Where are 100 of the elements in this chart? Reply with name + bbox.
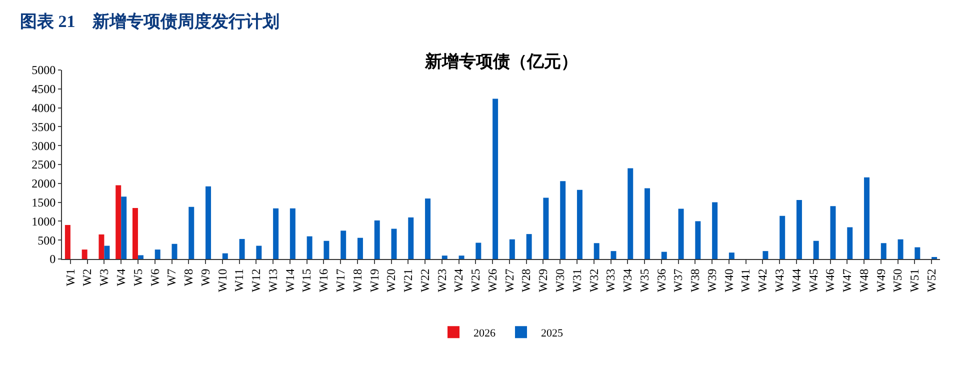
x-tick-label: W15 xyxy=(300,268,314,292)
bar xyxy=(442,256,448,259)
y-tick-label: 4500 xyxy=(32,82,56,96)
x-tick-label: W35 xyxy=(637,268,652,292)
x-tick-label: W36 xyxy=(654,268,668,292)
bar xyxy=(425,198,431,259)
bar xyxy=(239,238,245,259)
legend-label: 2025 xyxy=(541,327,564,340)
x-tick-label: W12 xyxy=(249,268,264,292)
bar xyxy=(712,202,718,259)
bar xyxy=(728,252,734,259)
x-tick-label: W50 xyxy=(890,268,905,292)
bar xyxy=(206,186,212,259)
x-tick-label: W5 xyxy=(130,268,145,286)
chart-subtitle: 新增专项债（亿元） xyxy=(424,52,578,71)
bar xyxy=(678,208,684,259)
x-tick-label: W29 xyxy=(536,268,550,292)
bar xyxy=(796,200,802,259)
bar xyxy=(458,256,464,259)
bar xyxy=(132,208,138,259)
y-tick-label: 3500 xyxy=(32,120,56,134)
bar xyxy=(188,206,194,259)
bar xyxy=(576,190,582,259)
bar xyxy=(762,251,768,259)
x-tick-label: W22 xyxy=(418,268,432,292)
bar xyxy=(82,250,88,259)
bar xyxy=(256,246,262,259)
x-tick-label: W34 xyxy=(620,268,635,292)
x-tick-label: W32 xyxy=(586,268,601,292)
bar xyxy=(898,239,904,259)
y-tick-label: 5000 xyxy=(32,63,56,78)
x-tick-label: W11 xyxy=(232,268,246,292)
x-tick-label: W39 xyxy=(704,268,719,292)
bar xyxy=(644,188,650,259)
bar xyxy=(526,234,532,259)
x-tick-label: W47 xyxy=(840,268,854,292)
x-tick-label: W40 xyxy=(722,268,736,292)
x-tick-label: W26 xyxy=(485,268,500,292)
bar xyxy=(914,247,920,259)
bar xyxy=(138,255,144,259)
bar xyxy=(509,239,515,259)
chart-title: 图表 21 新增专项债周度发行计划 xyxy=(20,12,280,31)
x-tick-label: W17 xyxy=(334,268,348,292)
bar xyxy=(880,243,886,259)
bar xyxy=(374,220,380,259)
bar xyxy=(594,243,600,259)
bar xyxy=(98,234,104,259)
x-tick-label: W25 xyxy=(468,268,483,292)
bar xyxy=(813,240,819,259)
x-tick-label: W38 xyxy=(688,268,702,292)
x-tick-label: W2 xyxy=(80,268,94,286)
bar xyxy=(64,224,70,259)
bar xyxy=(290,208,296,259)
x-tick-label: W14 xyxy=(282,268,297,292)
bar xyxy=(391,228,397,259)
y-tick-label: 1000 xyxy=(32,214,56,228)
x-tick-label: W41 xyxy=(738,268,753,292)
x-tick-label: W23 xyxy=(434,268,449,292)
x-tick-label: W33 xyxy=(604,268,618,292)
x-tick-label: W16 xyxy=(316,268,331,292)
x-tick-label: W21 xyxy=(401,268,416,292)
x-tick-label: W48 xyxy=(856,268,871,292)
y-tick-label: 500 xyxy=(38,233,56,248)
bar xyxy=(492,98,498,259)
bar xyxy=(543,198,549,259)
y-tick-label: 4000 xyxy=(32,101,56,115)
x-tick-label: W51 xyxy=(908,268,922,292)
bar xyxy=(610,251,616,259)
bar xyxy=(408,217,414,259)
x-tick-label: W18 xyxy=(350,268,364,292)
x-tick-label: W7 xyxy=(164,268,179,286)
x-tick-label: W46 xyxy=(823,268,838,292)
legend-label: 2026 xyxy=(474,327,496,340)
x-tick-label: W45 xyxy=(806,268,820,292)
x-tick-label: W4 xyxy=(114,268,128,286)
bar xyxy=(628,168,634,259)
bar xyxy=(121,196,127,259)
x-tick-label: W20 xyxy=(384,268,398,292)
x-tick-label: W10 xyxy=(215,268,230,292)
bar xyxy=(222,253,228,259)
bar xyxy=(830,206,836,259)
bar xyxy=(560,181,566,259)
bar xyxy=(695,221,701,259)
x-tick-label: W28 xyxy=(519,268,534,292)
x-tick-label: W9 xyxy=(198,268,212,286)
y-tick-label: 2000 xyxy=(32,176,56,191)
bar xyxy=(661,252,667,259)
bar xyxy=(357,238,363,259)
y-tick-label: 1500 xyxy=(32,196,56,210)
bar xyxy=(864,177,870,259)
bar xyxy=(154,250,160,259)
bar xyxy=(324,240,330,259)
x-tick-label: W31 xyxy=(570,268,584,292)
x-tick-label: W13 xyxy=(266,268,280,292)
x-tick-label: W19 xyxy=(367,268,382,292)
bar xyxy=(116,185,122,259)
bar xyxy=(476,242,482,259)
y-tick-label: 3000 xyxy=(32,138,56,153)
x-tick-label: W52 xyxy=(924,268,938,292)
x-tick-label: W42 xyxy=(756,268,770,292)
